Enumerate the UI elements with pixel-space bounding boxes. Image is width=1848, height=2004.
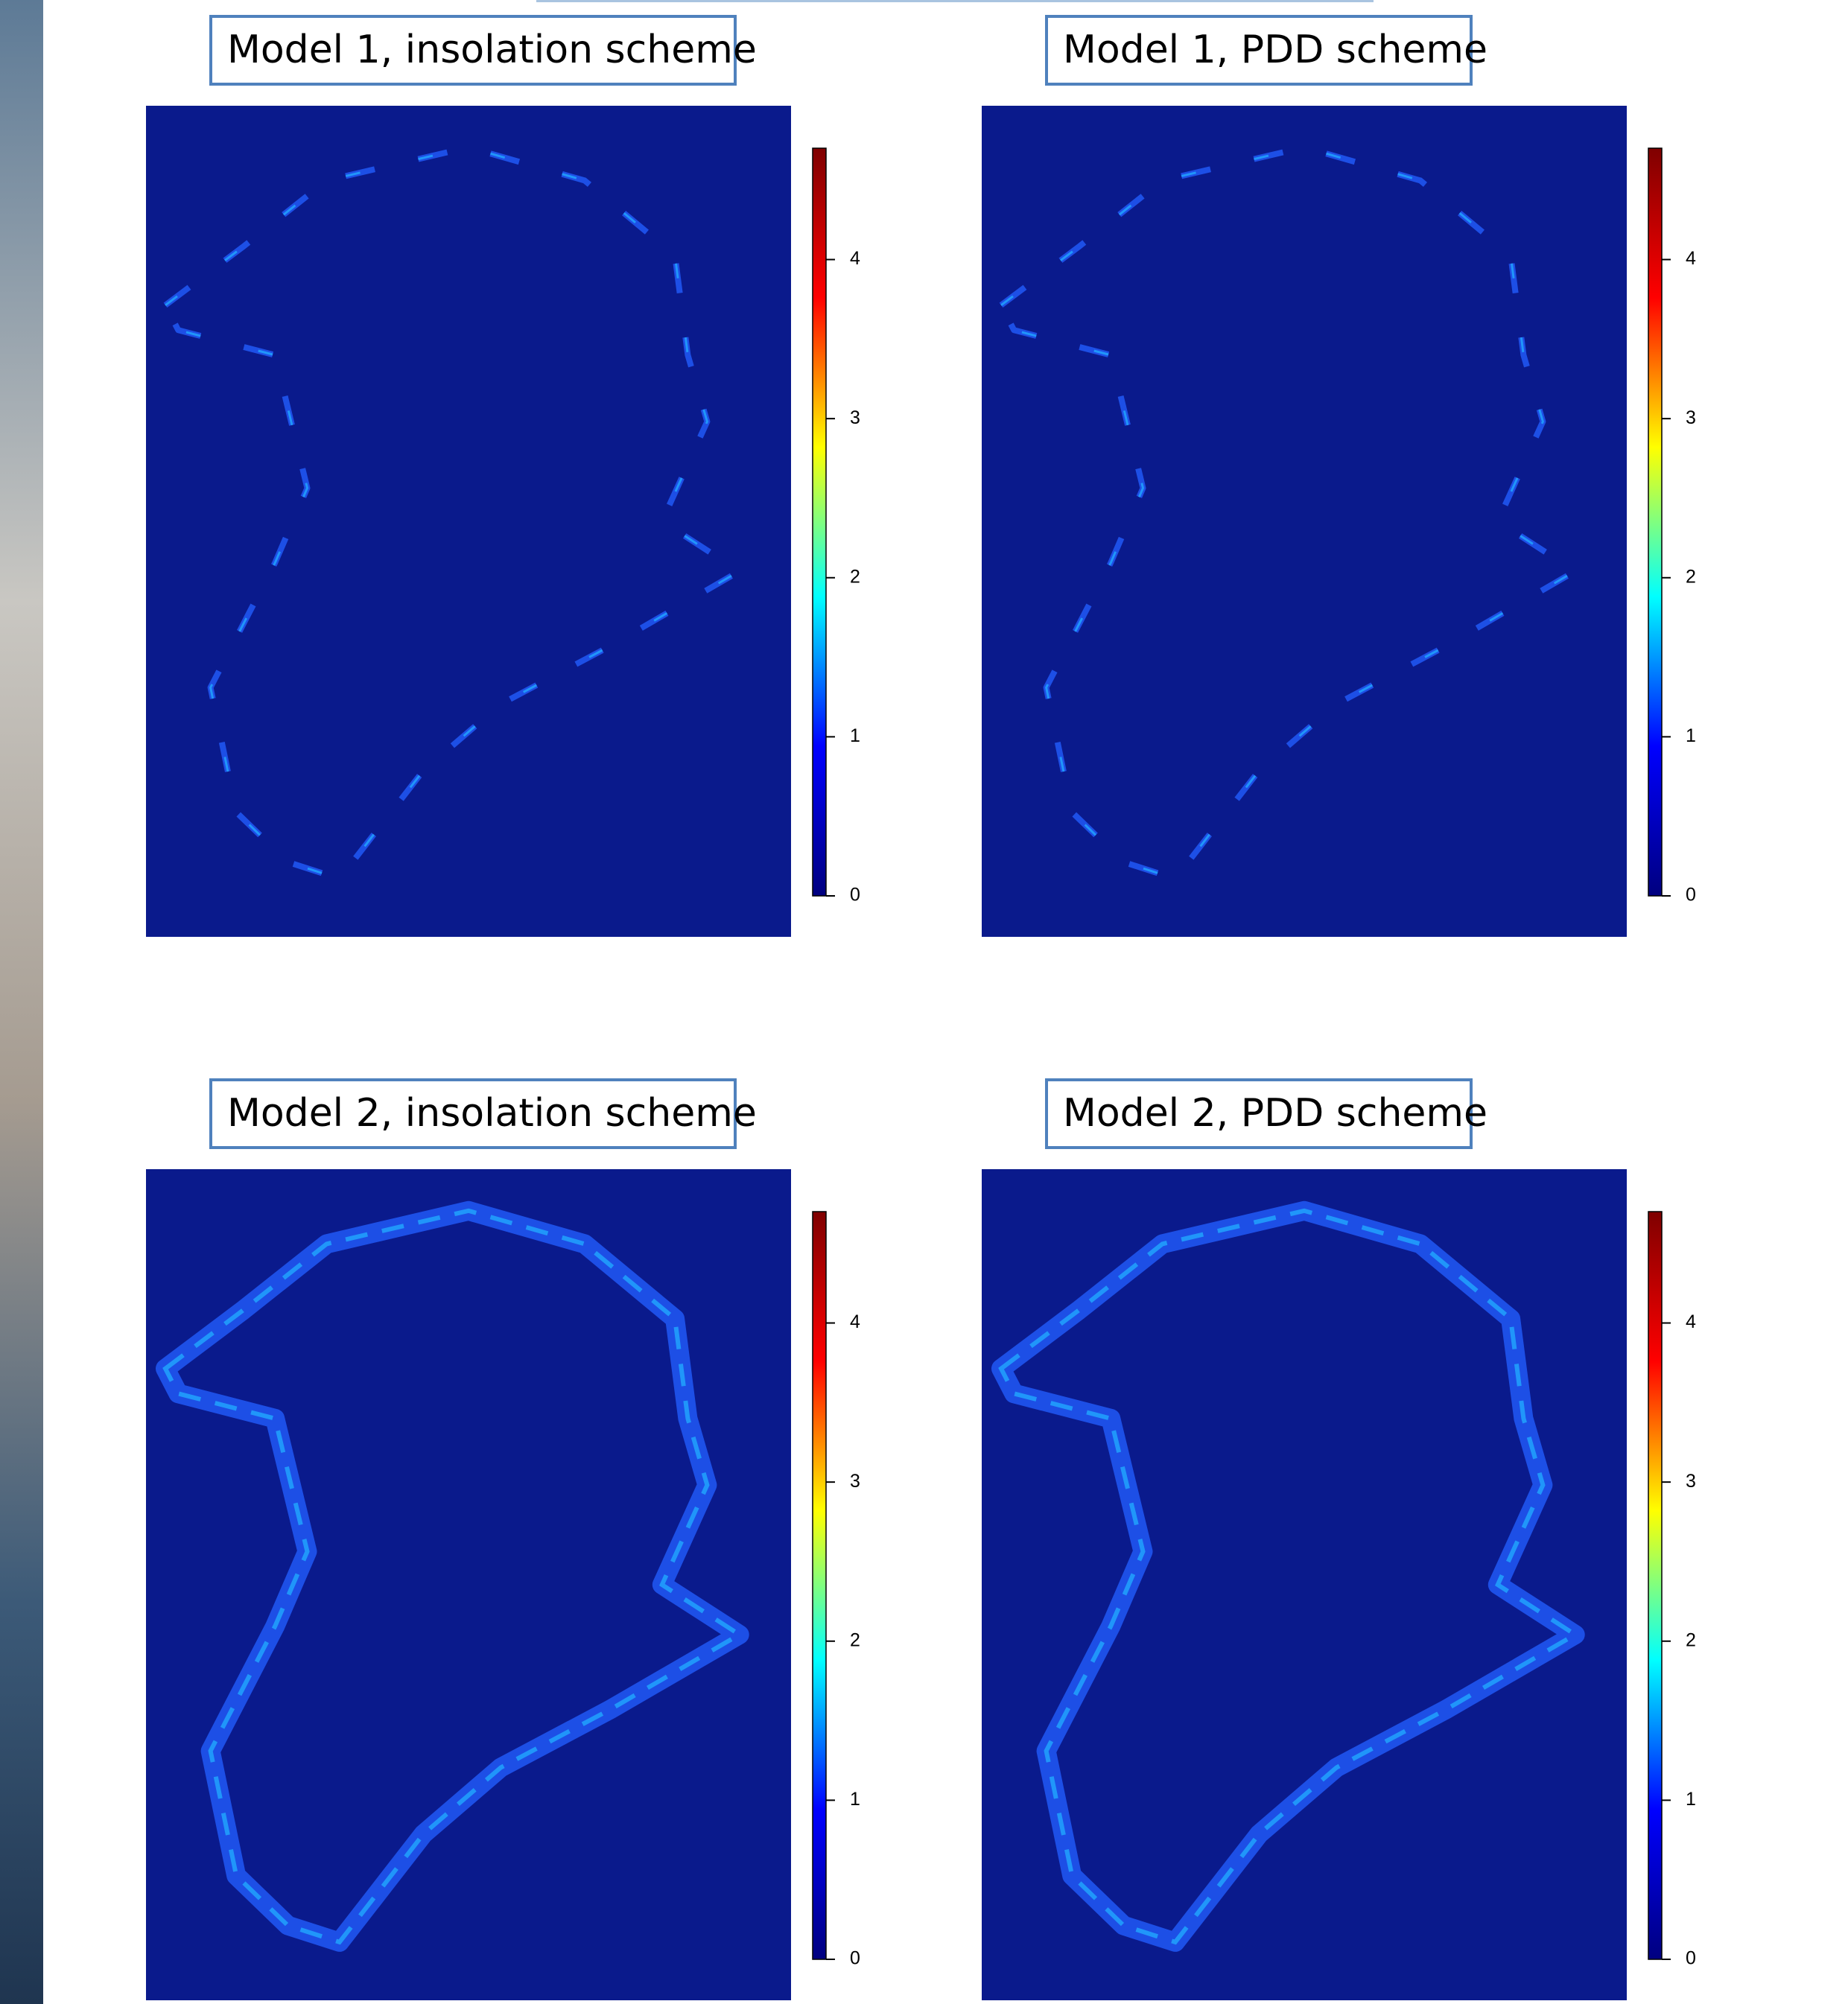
panel: Model 2, PDD scheme 0 1 2 3 4 [982, 1078, 1696, 2000]
colorbar-tick-label: 1 [850, 725, 860, 746]
panel-title: Model 2, PDD scheme [1063, 1091, 1487, 1136]
colorbar [1648, 1211, 1663, 1960]
colorbar-tick-label: 4 [1686, 248, 1696, 269]
title-box [209, 1078, 737, 1149]
title-box [209, 15, 737, 86]
colorbar [812, 1211, 827, 1960]
panel-title: Model 1, PDD scheme [1063, 28, 1487, 72]
colorbar-tick-label: 1 [1686, 725, 1696, 746]
colorbar-tick-label: 4 [1686, 1311, 1696, 1332]
colorbar-tick-label: 3 [1686, 1471, 1696, 1492]
colorbar-tick-label: 4 [850, 1311, 860, 1332]
colorbar-tick-label: 3 [850, 1471, 860, 1492]
colorbar-tick-label: 0 [850, 1948, 860, 1969]
background-photo [0, 0, 43, 2004]
map-field [146, 106, 791, 937]
title-box [1045, 15, 1473, 86]
colorbar [812, 147, 827, 897]
panel-title: Model 2, insolation scheme [227, 1091, 757, 1136]
colorbar [1648, 147, 1663, 897]
colorbar-tick-label: 2 [1686, 566, 1696, 587]
colorbar-tick-label: 2 [850, 566, 860, 587]
panel: Model 2, insolation scheme 0 1 2 3 4 [146, 1078, 860, 2000]
colorbar-tick-label: 3 [1686, 407, 1696, 428]
title-box [1045, 1078, 1473, 1149]
colorbar-tick-label: 1 [1686, 1789, 1696, 1810]
panel: Model 1, PDD scheme 0 1 2 3 4 [982, 15, 1696, 937]
ablation-edge [162, 1208, 744, 1945]
panel-title: Model 1, insolation scheme [227, 28, 757, 72]
colorbar-tick-label: 1 [850, 1789, 860, 1810]
colorbar-tick-label: 2 [1686, 1629, 1696, 1650]
panel: Model 1, insolation scheme 0 1 2 3 4 [146, 15, 860, 937]
ablation-edge [998, 1208, 1580, 1945]
colorbar-tick-label: 2 [850, 1629, 860, 1650]
top-edge [536, 0, 1374, 2]
colorbar-tick-label: 0 [850, 885, 860, 906]
colorbar-tick-label: 4 [850, 248, 860, 269]
colorbar-tick-label: 0 [1686, 1948, 1696, 1969]
colorbar-tick-label: 0 [1686, 885, 1696, 906]
colorbar-tick-label: 3 [850, 407, 860, 428]
map-field [982, 106, 1627, 937]
